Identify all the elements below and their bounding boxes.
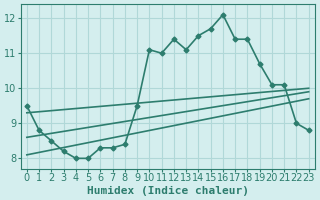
X-axis label: Humidex (Indice chaleur): Humidex (Indice chaleur) (87, 186, 249, 196)
